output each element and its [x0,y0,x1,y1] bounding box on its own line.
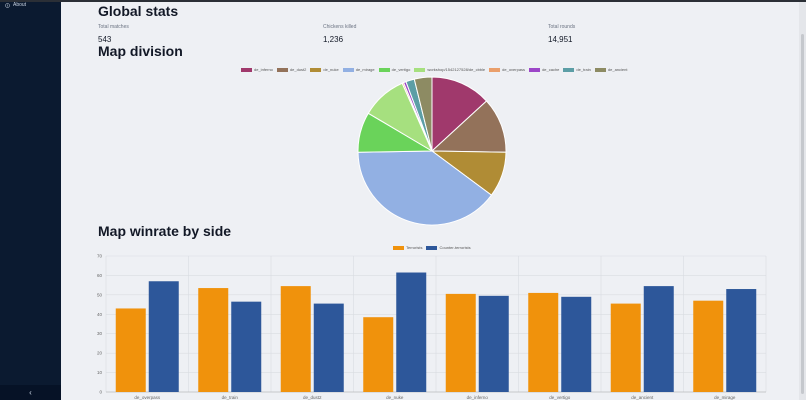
legend-label: de_inferno [254,67,273,72]
sidebar: About ‹ [0,2,61,400]
bar-terrorists-de-mirage[interactable] [693,300,724,392]
legend-item-workshop-1542127528-de-cbble[interactable]: workshop/1542127528/de_cbble [414,67,485,72]
x-tick-label: de_overpass [134,395,161,400]
global-stats-title: Global stats [98,3,179,19]
info-icon [5,2,10,8]
chevron-left-icon: ‹ [29,388,32,397]
legend-swatch [563,67,575,72]
legend-swatch [378,67,390,72]
legend-label: de_cache [542,67,560,72]
legend-item-de-nuke[interactable]: de_nuke [310,67,339,72]
sidebar-item-about[interactable]: About [5,2,26,8]
legend-item-counter-terrorists[interactable]: Counter-terrorists [426,245,471,250]
scrollbar-thumb[interactable] [801,34,804,394]
legend-label: de_dust2 [289,67,307,72]
scrollbar[interactable] [799,2,806,400]
bar-counter-terrorists-de-vertigo[interactable] [561,296,592,392]
legend-item-de-inferno[interactable]: de_inferno [241,67,273,72]
x-tick-label: de_vertigo [549,395,571,400]
y-tick-label: 10 [97,370,103,375]
bar-counter-terrorists-de-train[interactable] [231,301,262,392]
x-tick-label: de_ancient [631,395,654,400]
main-content: Global stats Total matches 543 Chickens … [61,2,799,400]
bar-terrorists-de-vertigo[interactable] [528,292,559,392]
x-tick-label: de_dust2 [303,395,322,400]
pie-legend: de_inferno de_dust2 de_nuke de_mirage de_ver… [241,67,631,72]
y-tick-label: 20 [97,351,103,356]
bar-terrorists-de-train[interactable] [198,288,229,392]
legend-item-de-mirage[interactable]: de_mirage [342,67,375,72]
legend-swatch [276,67,288,72]
stat-label: Chickens killed [323,24,357,30]
legend-label: workshop/1542127528/de_cbble [427,67,486,72]
window-top-bar [0,0,806,2]
bar-legend: Terrorists Counter-terrorists [393,245,475,250]
pie-slice-de-mirage[interactable] [357,150,493,226]
stat-value: 543 [98,35,112,44]
y-tick-label: 30 [97,331,103,336]
y-tick-label: 50 [97,292,103,297]
stat-value: 1,236 [323,35,344,44]
bar-terrorists-de-ancient[interactable] [610,303,641,392]
map-winrate-title: Map winrate by side [98,223,232,239]
bar-terrorists-de-nuke[interactable] [363,317,394,392]
legend-item-de-overpass[interactable]: de_overpass [489,67,525,72]
stat-value: 14,951 [548,35,573,44]
legend-swatch [310,67,322,72]
stat-label: Total matches [98,24,129,30]
legend-label: de_vertigo [391,67,411,72]
legend-label: de_mirage [355,67,375,72]
legend-swatch [594,67,606,72]
stat-chickens-killed: Chickens killed 1,236 [323,24,356,44]
legend-label: Counter-terrorists [439,245,471,250]
x-tick-label: de_train [222,395,239,400]
x-tick-label: de_nuke [386,395,404,400]
legend-label: de_nuke [323,67,339,72]
legend-item-de-dust2[interactable]: de_dust2 [276,67,307,72]
bar-counter-terrorists-de-overpass[interactable] [148,281,179,392]
pie-slice-de-ancient[interactable] [413,76,433,152]
legend-swatch [342,67,354,72]
legend-swatch [393,245,404,250]
stat-total-rounds: Total rounds 14,951 [548,24,575,44]
map-division-pie-chart [357,76,507,226]
sidebar-collapse-button[interactable]: ‹ [0,385,61,400]
legend-label: de_train [576,67,591,72]
legend-label: de_ancient [607,67,628,72]
bar-counter-terrorists-de-inferno[interactable] [478,295,509,392]
legend-swatch [426,245,438,250]
legend-swatch [414,67,426,72]
bar-counter-terrorists-de-ancient[interactable] [643,286,674,392]
legend-item-de-ancient[interactable]: de_ancient [594,67,628,72]
pie-slice-de-inferno[interactable] [431,76,488,153]
legend-swatch [489,67,501,72]
x-tick-label: de_inferno [467,395,489,400]
bar-terrorists-de-dust2[interactable] [280,286,311,392]
y-tick-label: 40 [97,312,103,317]
legend-item-terrorists[interactable]: Terrorists [393,245,422,250]
legend-label: de_overpass [502,67,526,72]
legend-label: Terrorists [406,245,423,250]
legend-item-de-vertigo[interactable]: de_vertigo [378,67,411,72]
bar-terrorists-de-inferno[interactable] [445,293,476,392]
legend-swatch [529,67,541,72]
bar-terrorists-de-overpass[interactable] [115,308,146,392]
stat-label: Total rounds [548,24,576,30]
x-tick-label: de_mirage [714,395,736,400]
y-tick-label: 0 [99,390,102,395]
map-winrate-bar-chart: 0 10 20 30 40 50 60 70 de_overpass de_train de_dus… [97,254,767,400]
sidebar-item-label: About [13,2,27,8]
bar-counter-terrorists-de-dust2[interactable] [313,303,344,392]
bar-counter-terrorists-de-nuke[interactable] [396,272,427,392]
stat-total-matches: Total matches 543 [98,24,129,44]
map-division-title: Map division [98,43,183,59]
legend-item-de-cache[interactable]: de_cache [529,67,559,72]
y-tick-label: 70 [97,254,103,259]
y-tick-label: 60 [97,273,103,278]
bar-counter-terrorists-de-mirage[interactable] [726,289,757,392]
legend-item-de-train[interactable]: de_train [563,67,591,72]
legend-swatch [241,67,252,72]
